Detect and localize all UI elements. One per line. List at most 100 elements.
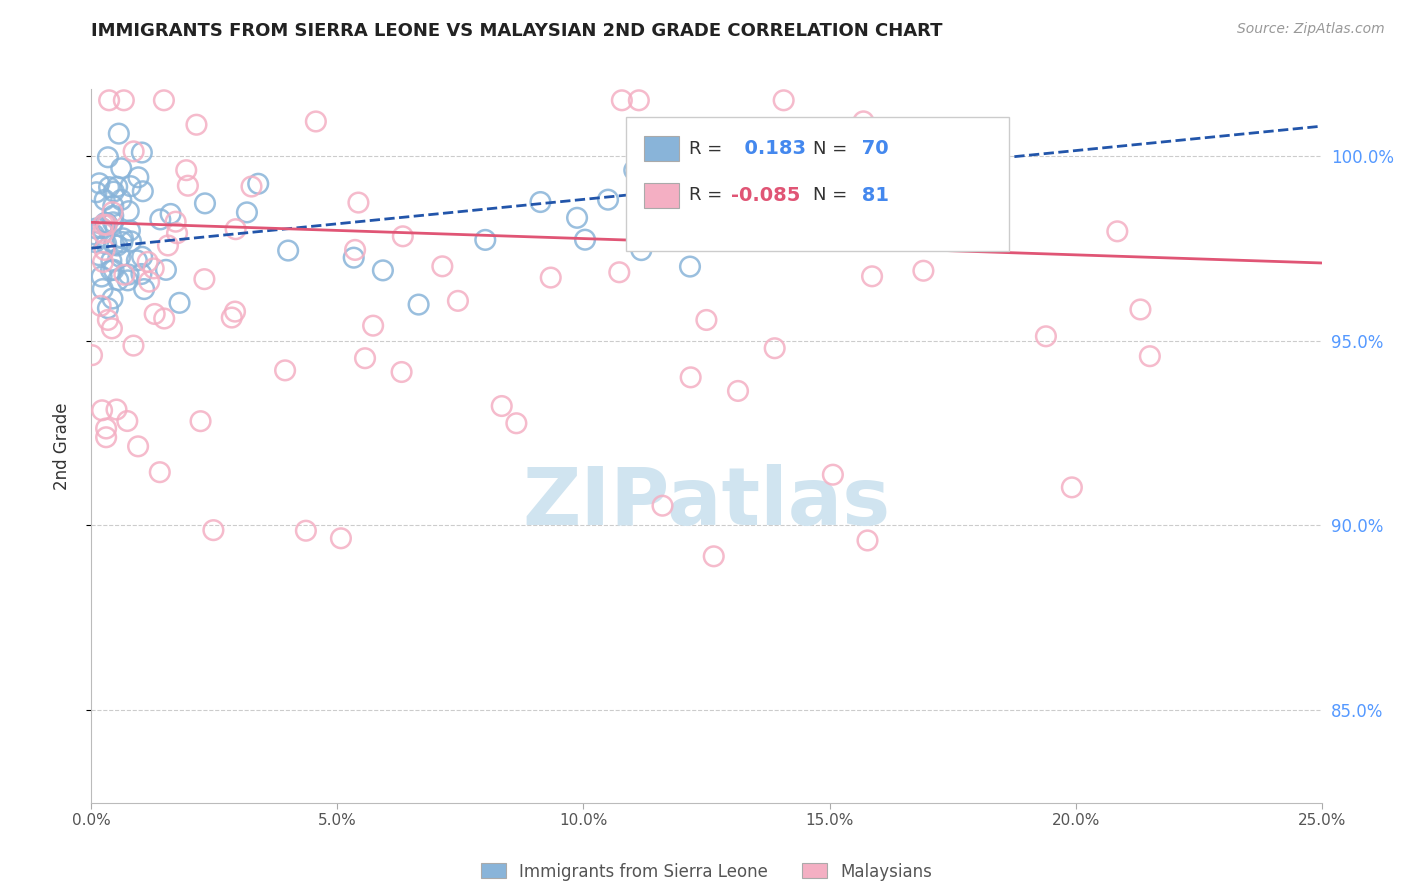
Point xyxy=(247,177,270,191)
Point xyxy=(80,348,103,362)
Point xyxy=(529,194,551,209)
Point xyxy=(131,267,153,281)
Point xyxy=(725,205,748,219)
Point xyxy=(149,465,172,479)
Point xyxy=(105,179,128,194)
Point xyxy=(679,260,702,274)
Point xyxy=(93,218,115,232)
Point xyxy=(432,260,454,274)
Point xyxy=(94,236,117,251)
Point xyxy=(117,273,139,287)
Point xyxy=(574,233,596,247)
Point xyxy=(202,523,225,537)
Point xyxy=(695,313,717,327)
Point xyxy=(779,192,801,206)
Point xyxy=(131,145,153,160)
Point xyxy=(912,264,935,278)
Point xyxy=(305,114,328,128)
Y-axis label: 2nd Grade: 2nd Grade xyxy=(52,402,70,490)
Point xyxy=(361,318,384,333)
Point xyxy=(111,235,134,249)
Point xyxy=(165,215,187,229)
Point xyxy=(945,211,967,226)
Text: 70: 70 xyxy=(855,139,889,159)
Point xyxy=(118,224,141,238)
Point xyxy=(143,307,166,321)
Point xyxy=(96,218,118,232)
Point xyxy=(97,301,120,316)
Point xyxy=(136,255,159,269)
Point xyxy=(225,222,247,236)
Point xyxy=(110,250,132,264)
Point xyxy=(138,275,160,289)
Point xyxy=(156,238,179,252)
Point xyxy=(153,311,176,326)
Point xyxy=(1107,224,1129,238)
Point xyxy=(87,248,110,262)
Point xyxy=(860,269,883,284)
Point xyxy=(347,195,370,210)
Point xyxy=(112,268,135,282)
Point xyxy=(98,93,121,107)
Point xyxy=(852,114,875,128)
Point xyxy=(94,430,117,444)
Point xyxy=(90,221,112,235)
Point xyxy=(155,263,177,277)
Point xyxy=(111,231,134,245)
Point xyxy=(91,226,114,240)
Point xyxy=(491,399,513,413)
Point xyxy=(1035,329,1057,343)
Point xyxy=(93,193,115,207)
Point xyxy=(132,184,155,198)
Point xyxy=(98,180,121,194)
Point xyxy=(84,235,107,249)
Point xyxy=(408,297,430,311)
Point xyxy=(100,253,122,268)
Point xyxy=(90,269,112,284)
Point xyxy=(125,253,148,268)
Point xyxy=(1129,302,1152,317)
Point xyxy=(142,261,165,276)
Text: -0.085: -0.085 xyxy=(731,186,800,205)
Point xyxy=(94,421,117,435)
Point xyxy=(679,370,702,384)
Point xyxy=(623,163,645,178)
Point xyxy=(856,533,879,548)
Point xyxy=(122,338,145,352)
Point xyxy=(343,251,366,265)
Point xyxy=(103,209,125,223)
Point xyxy=(103,199,125,213)
Point xyxy=(84,221,107,235)
Legend: Immigrants from Sierra Leone, Malaysians: Immigrants from Sierra Leone, Malaysians xyxy=(474,856,939,888)
Point xyxy=(962,164,984,178)
Point xyxy=(149,212,172,227)
Point xyxy=(763,341,786,355)
Point xyxy=(610,93,633,107)
Text: IMMIGRANTS FROM SIERRA LEONE VS MALAYSIAN 2ND GRADE CORRELATION CHART: IMMIGRANTS FROM SIERRA LEONE VS MALAYSIA… xyxy=(91,22,943,40)
Point xyxy=(295,524,318,538)
Point xyxy=(100,263,122,277)
Point xyxy=(105,238,128,252)
Point xyxy=(277,244,299,258)
Point xyxy=(91,403,114,417)
Point xyxy=(127,439,149,453)
Point xyxy=(821,467,844,482)
Text: ZIPatlas: ZIPatlas xyxy=(523,464,890,542)
Point xyxy=(103,237,125,252)
Point xyxy=(96,217,118,231)
Point xyxy=(112,93,135,107)
Text: 81: 81 xyxy=(855,186,889,205)
Point xyxy=(159,207,181,221)
Point xyxy=(474,233,496,247)
Point xyxy=(94,216,117,230)
Point xyxy=(91,282,114,296)
Point xyxy=(89,176,111,190)
Point xyxy=(190,414,212,428)
Point xyxy=(101,205,124,219)
Point xyxy=(745,219,768,233)
Point xyxy=(391,365,413,379)
Point xyxy=(703,549,725,564)
Point xyxy=(131,250,153,264)
Point xyxy=(110,161,132,176)
Point xyxy=(505,417,527,431)
